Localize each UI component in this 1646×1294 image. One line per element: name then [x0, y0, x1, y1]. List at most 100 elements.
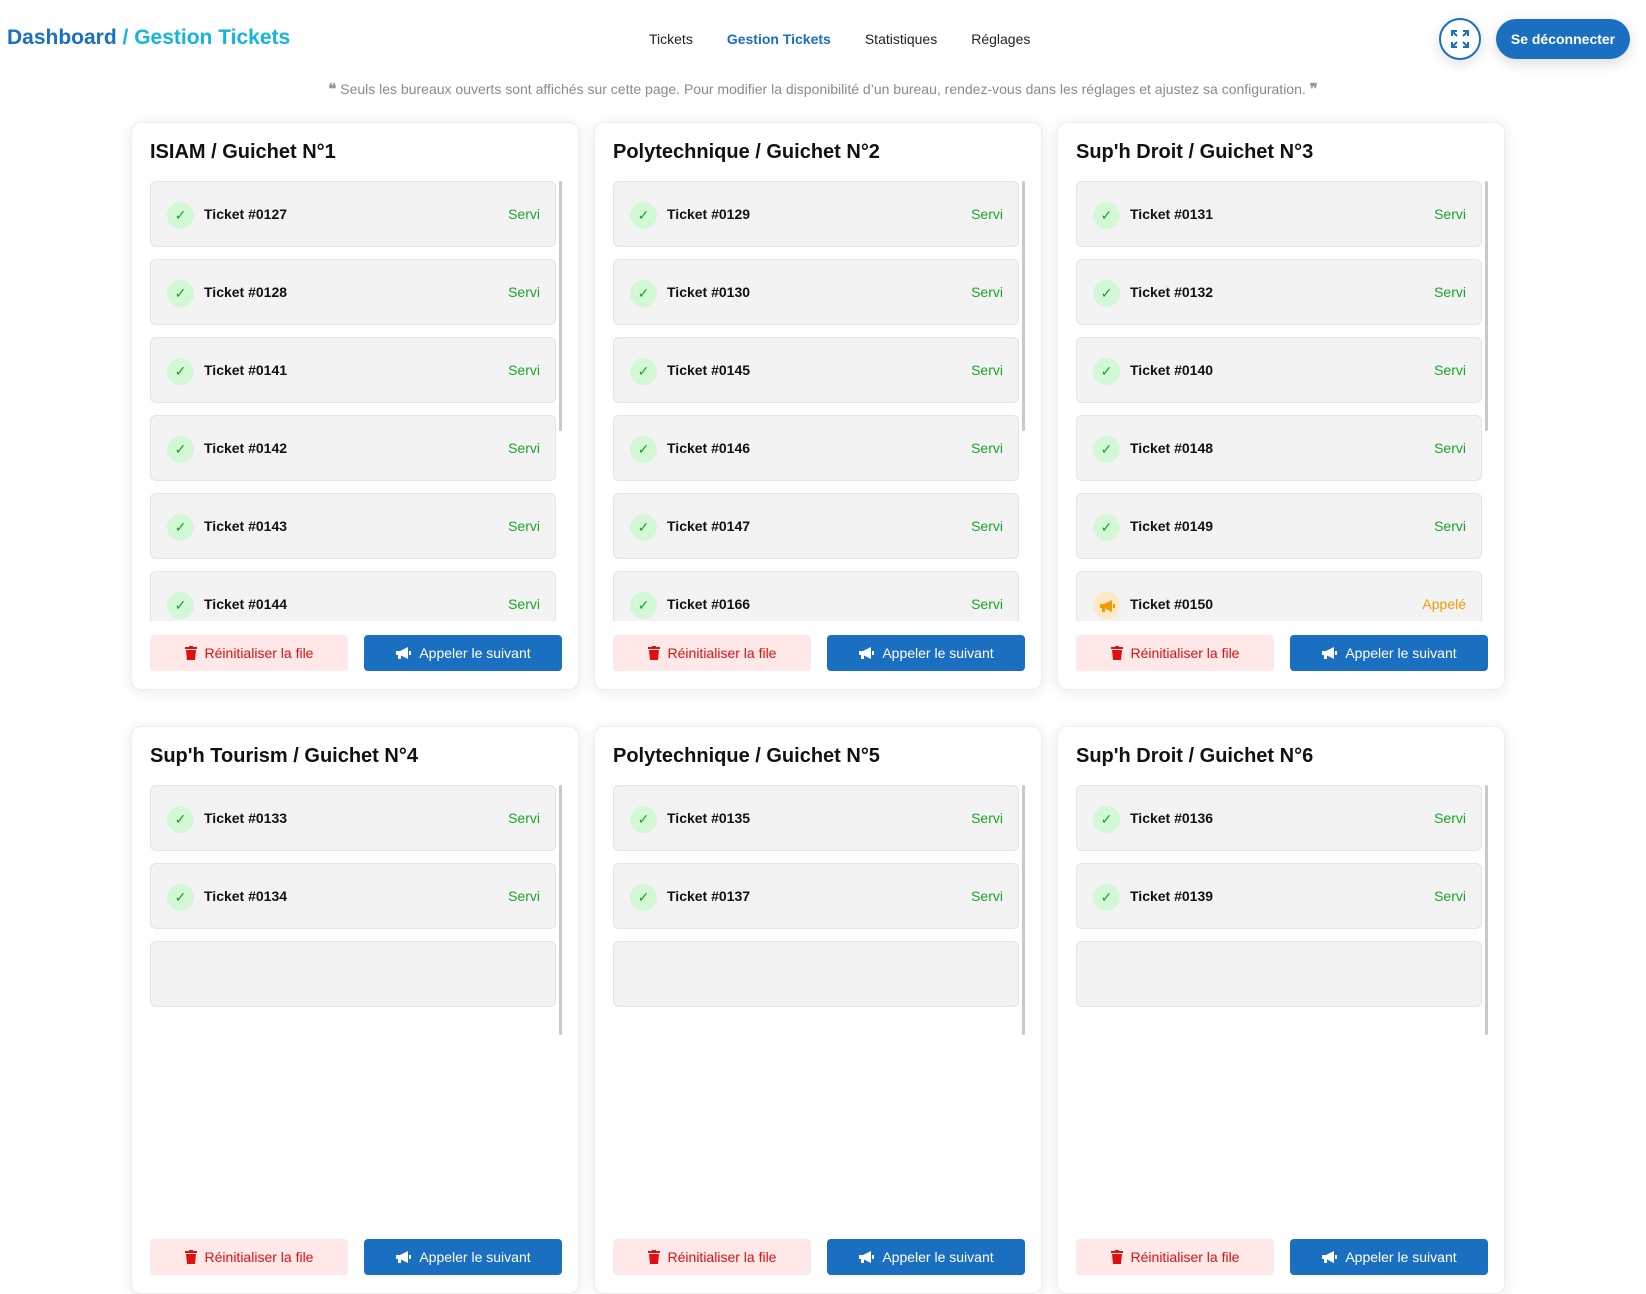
ticket-status: Servi [971, 810, 1003, 826]
call-next-button[interactable]: Appeler le suivant [364, 635, 562, 671]
ticket-row: ✓ Ticket #0145 Servi [613, 337, 1019, 403]
check-icon: ✓ [1093, 202, 1120, 229]
check-icon: ✓ [630, 592, 657, 619]
check-icon: ✓ [1093, 884, 1120, 911]
ticket-number: Ticket #0150 [1130, 596, 1214, 612]
check-icon: ✓ [167, 806, 194, 833]
nav-statistiques[interactable]: Statistiques [864, 31, 938, 47]
ticket-number: Ticket #0127 [204, 206, 288, 222]
trash-icon [184, 646, 197, 660]
counter-card: Sup'h Droit / Guichet N°3 ✓ Ticket #0131 Se… [1057, 122, 1505, 690]
ticket-row: ✓ Ticket #0148 Servi [1076, 415, 1482, 481]
ticket-status: Servi [508, 810, 540, 826]
check-icon: ✓ [167, 514, 194, 541]
ticket-number: Ticket #0143 [204, 518, 288, 534]
ticket-row [150, 941, 556, 1007]
ticket-number: Ticket #0149 [1130, 518, 1214, 534]
breadcrumb: Dashboard / Gestion Tickets [7, 26, 290, 50]
scrollbar[interactable] [559, 181, 562, 431]
reset-queue-button[interactable]: Réinitialiser la file [1076, 1239, 1274, 1275]
scrollbar[interactable] [1485, 181, 1488, 431]
call-label: Appeler le suivant [882, 645, 994, 661]
trash-icon [647, 1250, 660, 1264]
ticket-number: Ticket #0147 [667, 518, 751, 534]
megaphone-icon [859, 647, 875, 659]
ticket-number: Ticket #0131 [1130, 206, 1214, 222]
ticket-row: ✓ Ticket #0149 Servi [1076, 493, 1482, 559]
check-icon: ✓ [630, 280, 657, 307]
reset-queue-button[interactable]: Réinitialiser la file [613, 635, 811, 671]
ticket-row: ✓ Ticket #0128 Servi [150, 259, 556, 325]
reset-queue-button[interactable]: Réinitialiser la file [150, 635, 348, 671]
ticket-number: Ticket #0142 [204, 440, 288, 456]
reset-label: Réinitialiser la file [204, 645, 314, 661]
ticket-status: Servi [971, 888, 1003, 904]
ticket-status: Servi [971, 518, 1003, 534]
call-next-button[interactable]: Appeler le suivant [1290, 1239, 1488, 1275]
ticket-status: Servi [508, 362, 540, 378]
ticket-number: Ticket #0144 [204, 596, 288, 612]
ticket-row: Ticket #0150 Appelé [1076, 571, 1482, 621]
check-icon: ✓ [630, 514, 657, 541]
ticket-row: ✓ Ticket #0137 Servi [613, 863, 1019, 929]
scrollbar[interactable] [1022, 181, 1025, 431]
expand-icon [1451, 30, 1469, 48]
breadcrumb-current: Gestion Tickets [134, 26, 291, 49]
call-next-button[interactable]: Appeler le suivant [827, 1239, 1025, 1275]
reset-label: Réinitialiser la file [204, 1249, 314, 1265]
ticket-row: ✓ Ticket #0132 Servi [1076, 259, 1482, 325]
scrollbar[interactable] [559, 785, 562, 1035]
ticket-status: Servi [508, 518, 540, 534]
reset-queue-button[interactable]: Réinitialiser la file [1076, 635, 1274, 671]
call-next-button[interactable]: Appeler le suivant [1290, 635, 1488, 671]
reset-label: Réinitialiser la file [1130, 645, 1240, 661]
call-label: Appeler le suivant [1345, 1249, 1457, 1265]
nav-tickets[interactable]: Tickets [649, 31, 693, 47]
megaphone-icon [859, 1251, 875, 1263]
ticket-list[interactable]: ✓ Ticket #0129 Servi ✓ Ticket #0130 Servi ✓ Tic… [613, 181, 1025, 621]
counter-title: Polytechnique / Guichet N°5 [613, 745, 880, 767]
fullscreen-button[interactable] [1439, 18, 1481, 60]
ticket-number: Ticket #0139 [1130, 888, 1214, 904]
ticket-row: ✓ Ticket #0130 Servi [613, 259, 1019, 325]
megaphone-icon [1093, 592, 1120, 619]
ticket-row: ✓ Ticket #0146 Servi [613, 415, 1019, 481]
ticket-status: Servi [1434, 440, 1466, 456]
nav-r-glages[interactable]: Réglages [971, 31, 1031, 47]
ticket-row: ✓ Ticket #0127 Servi [150, 181, 556, 247]
ticket-row: ✓ Ticket #0144 Servi [150, 571, 556, 621]
reset-queue-button[interactable]: Réinitialiser la file [613, 1239, 811, 1275]
ticket-number: Ticket #0134 [204, 888, 288, 904]
ticket-status: Servi [1434, 518, 1466, 534]
ticket-row [613, 941, 1019, 1007]
check-icon: ✓ [1093, 514, 1120, 541]
ticket-list[interactable]: ✓ Ticket #0127 Servi ✓ Ticket #0128 Servi ✓ Tic… [150, 181, 562, 621]
ticket-status: Servi [971, 284, 1003, 300]
counter-card: Polytechnique / Guichet N°5 ✓ Ticket #0135… [594, 726, 1042, 1294]
scrollbar[interactable] [1485, 785, 1488, 1035]
ticket-number: Ticket #0130 [667, 284, 751, 300]
nav-gestion-tickets[interactable]: Gestion Tickets [726, 31, 831, 47]
ticket-row [1076, 941, 1482, 1007]
top-bar: Dashboard / Gestion Tickets Tickets Gesti… [0, 0, 1646, 80]
ticket-number: Ticket #0132 [1130, 284, 1214, 300]
call-label: Appeler le suivant [1345, 645, 1457, 661]
ticket-list[interactable]: ✓ Ticket #0131 Servi ✓ Ticket #0132 Servi ✓ Tic… [1076, 181, 1488, 621]
call-next-button[interactable]: Appeler le suivant [827, 635, 1025, 671]
breadcrumb-dashboard[interactable]: Dashboard [7, 26, 117, 49]
ticket-list[interactable]: ✓ Ticket #0133 Servi ✓ Ticket #0134 Servi [150, 785, 562, 1225]
ticket-status: Servi [971, 206, 1003, 222]
counter-card: ISIAM / Guichet N°1 ✓ Ticket #0127 Servi ✓ Ti… [131, 122, 579, 690]
call-next-button[interactable]: Appeler le suivant [364, 1239, 562, 1275]
scrollbar[interactable] [1022, 785, 1025, 1035]
quote-open-icon: ❝ [328, 80, 337, 98]
reset-queue-button[interactable]: Réinitialiser la file [150, 1239, 348, 1275]
ticket-list[interactable]: ✓ Ticket #0136 Servi ✓ Ticket #0139 Servi [1076, 785, 1488, 1225]
ticket-status: Servi [971, 440, 1003, 456]
reset-label: Réinitialiser la file [1130, 1249, 1240, 1265]
megaphone-icon [396, 1251, 412, 1263]
megaphone-icon [1322, 1251, 1338, 1263]
ticket-list[interactable]: ✓ Ticket #0135 Servi ✓ Ticket #0137 Servi [613, 785, 1025, 1225]
megaphone-icon [1322, 647, 1338, 659]
logout-button[interactable]: Se déconnecter [1496, 19, 1630, 59]
